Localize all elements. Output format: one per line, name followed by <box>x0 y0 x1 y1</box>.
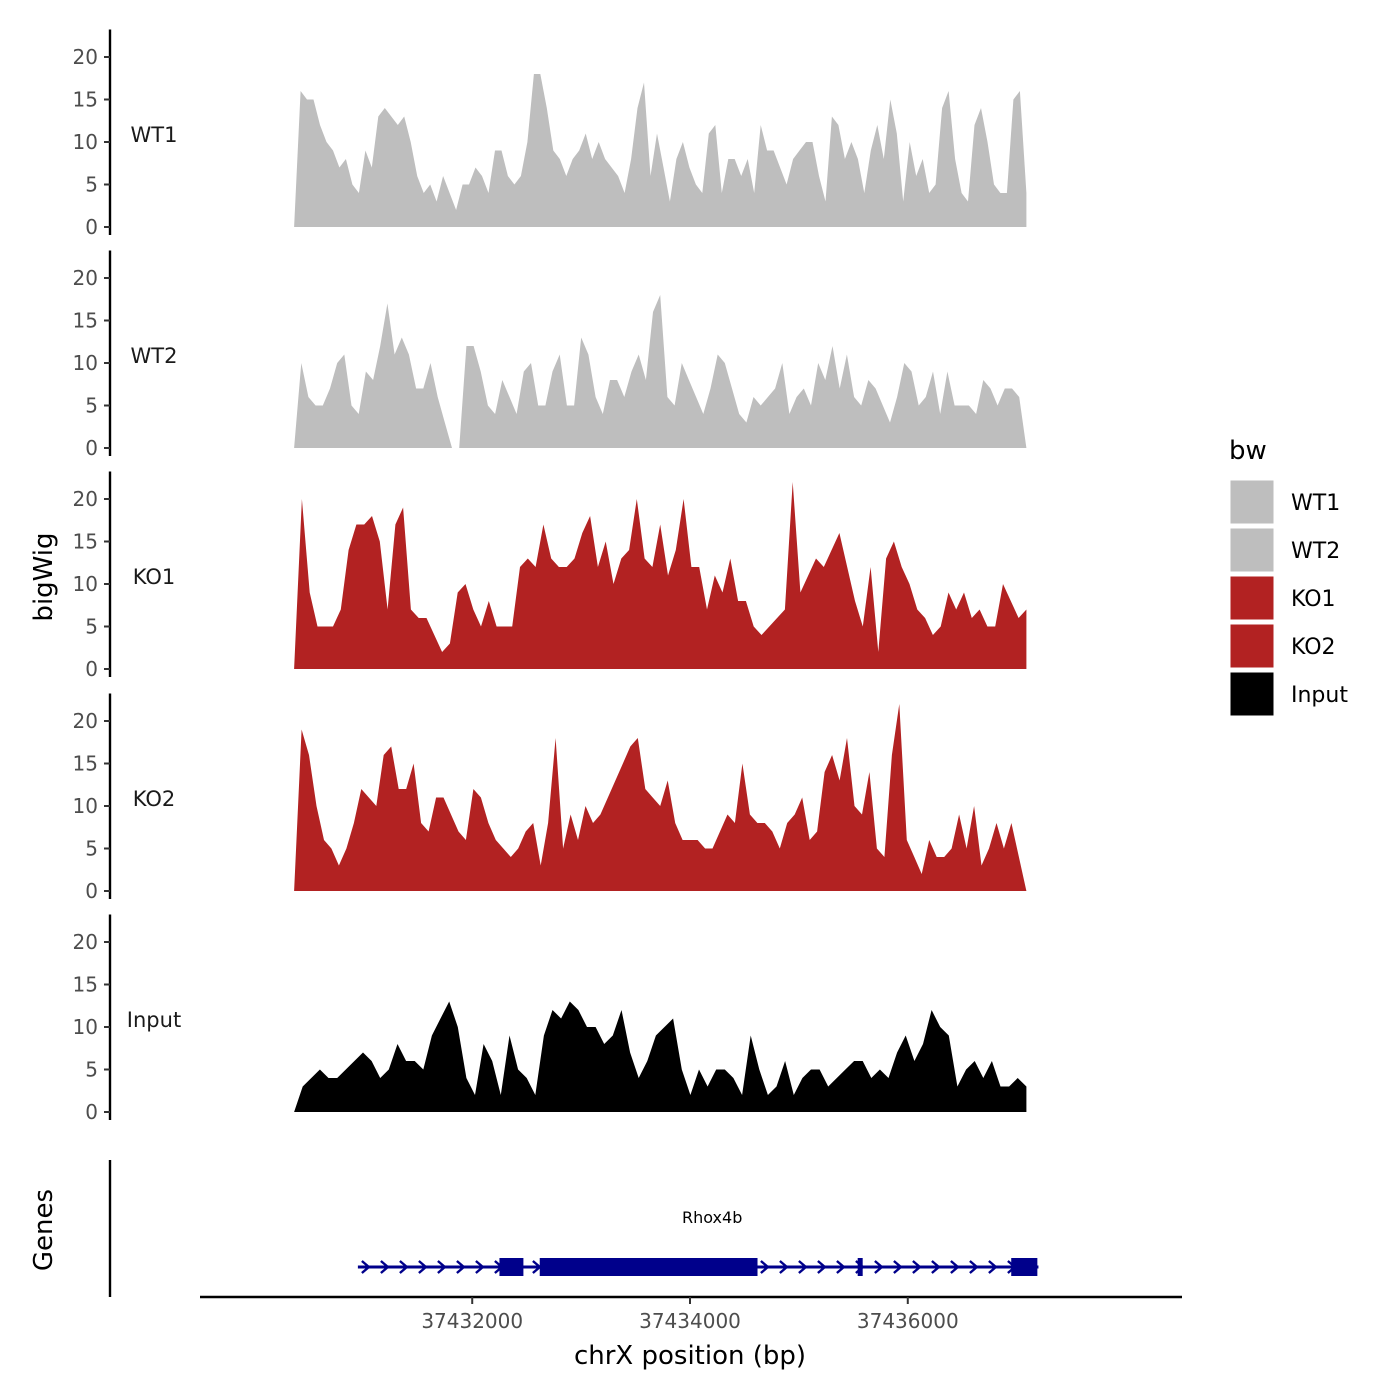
legend-swatch <box>1229 575 1275 621</box>
strand-chevron <box>931 1260 941 1274</box>
y-tick-label: 10 <box>73 351 98 375</box>
y-tick-label: 15 <box>73 973 98 997</box>
y-tick-label: 20 <box>73 266 98 290</box>
legend-swatch <box>1229 479 1275 525</box>
area-ko1 <box>294 482 1027 669</box>
track-input: 0 5 10 15 20 Input <box>73 914 1027 1124</box>
genes-axis-title: Genes <box>29 1189 59 1271</box>
strand-chevron <box>836 1260 846 1274</box>
legend-item-ko1: KO1 <box>1229 575 1336 621</box>
legend-swatch <box>1229 671 1275 717</box>
y-tick-label: 20 <box>73 45 98 69</box>
y-tick-label: 10 <box>73 572 98 596</box>
track-wt1: 0 5 10 15 20 WT1 <box>73 29 1027 239</box>
strand-chevron <box>475 1260 485 1274</box>
strand-chevron <box>456 1260 466 1274</box>
strand-chevron <box>418 1260 428 1274</box>
area-wt1 <box>294 74 1027 227</box>
gene-exon <box>857 1258 863 1276</box>
strand-chevron <box>893 1260 903 1274</box>
strand-chevron <box>912 1260 922 1274</box>
y-tick-label: 5 <box>85 394 98 418</box>
strand-chevron <box>760 1260 770 1274</box>
x-axis: 37432000 37434000 37436000 <box>200 1295 1182 1333</box>
legend-title: bw <box>1229 436 1267 466</box>
legend-label: KO2 <box>1291 635 1336 660</box>
legend-label: Input <box>1291 683 1348 708</box>
legend-item-wt1: WT1 <box>1229 479 1340 525</box>
y-tick-label: 15 <box>73 309 98 333</box>
y-tick-label: 15 <box>73 752 98 776</box>
strand-chevron <box>361 1260 371 1274</box>
legend: bw WT1 WT2 KO1 KO2 Input <box>1229 436 1348 717</box>
gene-exon <box>539 1258 758 1276</box>
strand-chevron <box>798 1260 808 1274</box>
strand-chevron <box>380 1260 390 1274</box>
y-tick-label: 15 <box>73 530 98 554</box>
track-label: WT1 <box>131 123 178 147</box>
x-tick-label: 37432000 <box>421 1309 523 1333</box>
track-ko2: 0 5 10 15 20 KO2 <box>73 693 1027 903</box>
y-tick-label: 10 <box>73 1015 98 1039</box>
area-ko2 <box>294 704 1027 891</box>
strand-chevron <box>988 1260 998 1274</box>
legend-label: WT1 <box>1291 491 1340 516</box>
track-label: WT2 <box>131 344 178 368</box>
track-panels: 0 5 10 15 20 WT1 0 5 10 15 20 WT2 0 5 10 15 20 KO1 0 5 10 15 2… <box>73 29 1027 1124</box>
x-tick-label: 37436000 <box>857 1309 959 1333</box>
gene-track: Rhox4b <box>108 1160 1039 1297</box>
y-tick-label: 5 <box>85 837 98 861</box>
strand-chevron <box>437 1260 447 1274</box>
x-axis-title: chrX position (bp) <box>574 1341 806 1371</box>
track-wt2: 0 5 10 15 20 WT2 <box>73 250 1027 460</box>
y-tick-label: 5 <box>85 615 98 639</box>
y-tick-label: 15 <box>73 88 98 112</box>
y-tick-label: 0 <box>85 436 98 460</box>
track-ko1: 0 5 10 15 20 KO1 <box>73 471 1027 681</box>
y-tick-label: 0 <box>85 215 98 239</box>
strand-chevron <box>969 1260 979 1274</box>
strand-chevron <box>950 1260 960 1274</box>
gene-exon <box>499 1258 524 1276</box>
x-tick-label: 37434000 <box>639 1309 741 1333</box>
y-tick-label: 0 <box>85 657 98 681</box>
strand-chevron <box>817 1260 827 1274</box>
y-tick-label: 0 <box>85 1100 98 1124</box>
strand-chevron <box>399 1260 409 1274</box>
y-tick-label: 20 <box>73 709 98 733</box>
legend-item-wt2: WT2 <box>1229 527 1340 573</box>
y-tick-label: 0 <box>85 879 98 903</box>
legend-swatch <box>1229 527 1275 573</box>
y-axis-title: bigWig <box>29 532 59 621</box>
y-tick-label: 5 <box>85 173 98 197</box>
track-label: Input <box>127 1008 181 1032</box>
strand-chevron <box>779 1260 789 1274</box>
legend-item-input: Input <box>1229 671 1348 717</box>
gene-name-label: Rhox4b <box>682 1208 742 1227</box>
legend-item-ko2: KO2 <box>1229 623 1336 669</box>
y-tick-label: 20 <box>73 930 98 954</box>
area-input <box>294 1001 1027 1112</box>
y-tick-label: 10 <box>73 130 98 154</box>
area-wt2 <box>294 295 1027 448</box>
track-label: KO2 <box>133 787 176 811</box>
legend-label: KO1 <box>1291 587 1336 612</box>
legend-swatch <box>1229 623 1275 669</box>
strand-chevron <box>874 1260 884 1274</box>
y-tick-label: 5 <box>85 1058 98 1082</box>
y-tick-label: 10 <box>73 794 98 818</box>
track-label: KO1 <box>133 565 176 589</box>
gene-exon <box>1011 1258 1038 1276</box>
legend-label: WT2 <box>1291 539 1340 564</box>
y-tick-label: 20 <box>73 487 98 511</box>
